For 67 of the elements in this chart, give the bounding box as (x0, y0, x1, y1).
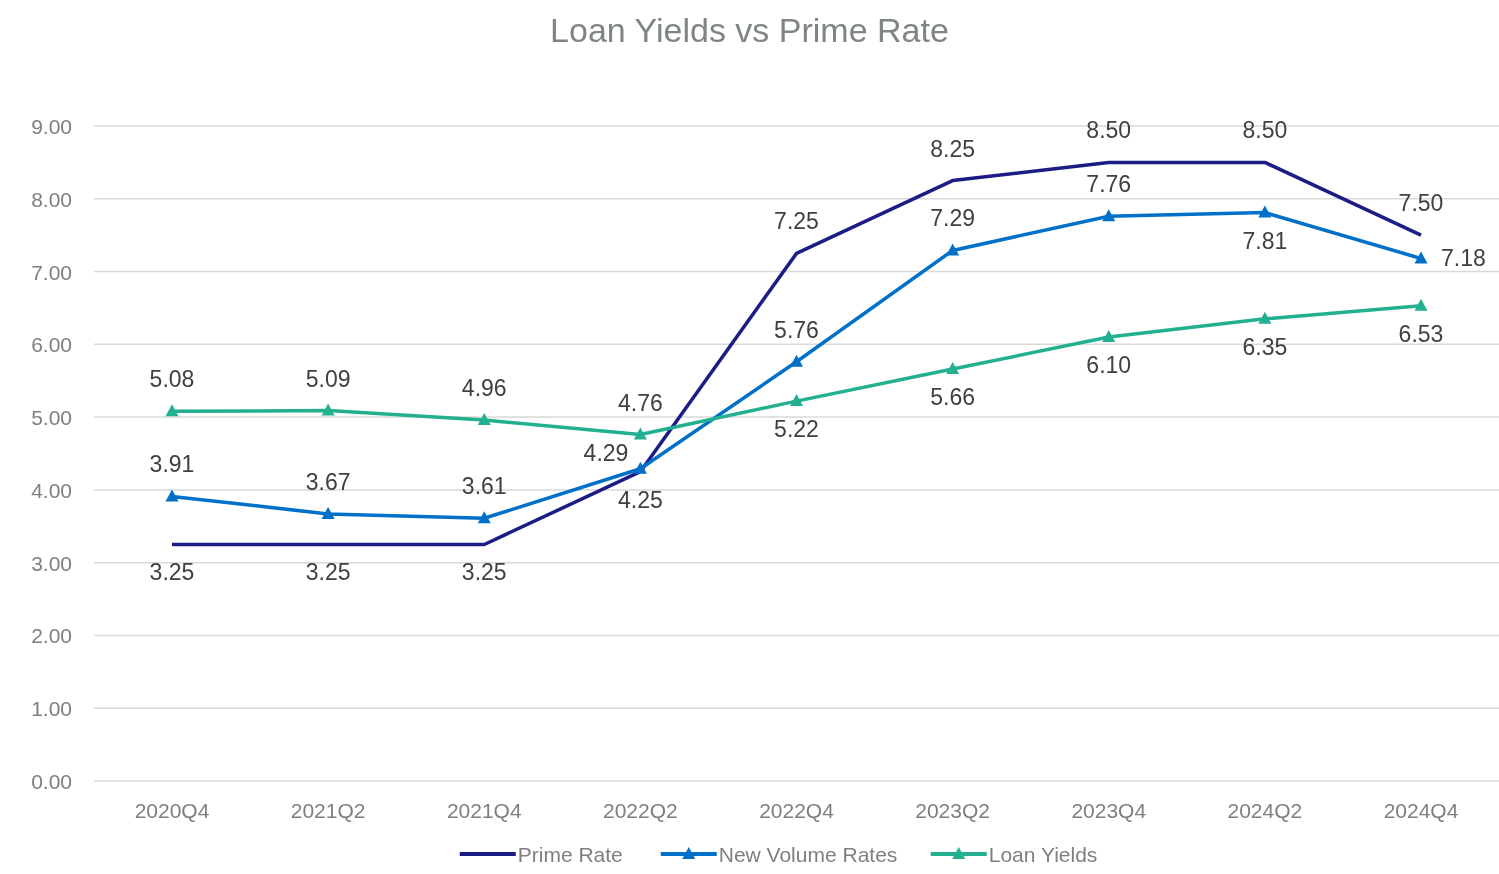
data-label: 7.50 (1398, 190, 1444, 217)
point (477, 413, 491, 426)
data-label: 3.91 (149, 451, 195, 478)
x-tick-label: 2023Q4 (1071, 799, 1147, 822)
data-label: 4.76 (617, 389, 663, 416)
x-tick-label: 2022Q4 (759, 799, 835, 822)
data-label: 3.25 (305, 559, 351, 586)
y-tick-label: 0.00 (31, 770, 72, 793)
data-label: 6.35 (1242, 333, 1288, 360)
y-tick-label: 3.00 (31, 551, 72, 575)
data-label: 7.76 (1086, 171, 1132, 198)
x-tick-label: 2024Q4 (1383, 799, 1459, 822)
point (790, 394, 803, 407)
point (477, 511, 491, 524)
point (1258, 205, 1272, 218)
data-label: 3.61 (461, 473, 507, 500)
legend-label: Prime Rate (517, 843, 623, 866)
chart-title: Loan Yields vs Prime Rate (550, 11, 949, 49)
point (633, 427, 647, 440)
y-tick-label: 7.00 (31, 260, 72, 284)
data-label: 5.22 (774, 416, 819, 443)
data-label: 4.29 (583, 439, 629, 466)
point (165, 489, 179, 502)
x-tick-label: 2021Q2 (290, 799, 366, 822)
point (1414, 251, 1428, 264)
y-tick-label: 1.00 (31, 697, 72, 721)
legend-label: Loan Yields (988, 843, 1098, 866)
point (946, 243, 960, 256)
data-label: 7.29 (930, 205, 976, 232)
data-label: 4.25 (617, 486, 663, 513)
x-tick-label: 2020Q4 (134, 799, 210, 822)
point (165, 404, 179, 417)
x-tick-label: 2021Q4 (446, 799, 522, 822)
legend-label: New Volume Rates (718, 843, 898, 866)
data-label: 7.18 (1441, 245, 1486, 272)
data-label: 3.67 (305, 468, 351, 495)
data-label: 5.76 (774, 316, 819, 343)
data-label: 6.53 (1398, 320, 1444, 347)
data-label: 8.50 (1086, 117, 1132, 144)
point (1102, 330, 1116, 343)
x-tick-label: 2023Q2 (915, 799, 990, 822)
data-label: 3.25 (461, 559, 507, 586)
data-label: 5.66 (930, 384, 976, 411)
data-label: 5.08 (149, 366, 195, 393)
y-tick-label: 4.00 (31, 478, 72, 502)
data-label: 7.81 (1242, 227, 1288, 254)
point (1102, 209, 1116, 222)
data-label: 6.10 (1086, 352, 1132, 379)
data-label: 4.96 (461, 375, 507, 402)
y-tick-label: 9.00 (31, 115, 72, 138)
data-label: 7.25 (774, 208, 819, 235)
y-tick-label: 2.00 (31, 624, 72, 648)
point (1414, 298, 1428, 311)
point (1258, 311, 1272, 324)
data-label: 5.09 (305, 365, 351, 392)
y-tick-label: 6.00 (31, 333, 72, 357)
point (321, 403, 335, 416)
y-tick-label: 8.00 (31, 187, 72, 211)
data-label: 8.50 (1242, 117, 1288, 144)
point (633, 461, 647, 474)
x-tick-label: 2022Q2 (603, 799, 678, 822)
data-label: 8.25 (930, 135, 976, 162)
point (946, 362, 960, 375)
y-tick-label: 5.00 (31, 406, 72, 430)
data-label: 3.25 (149, 559, 195, 586)
x-tick-label: 2024Q2 (1227, 799, 1303, 822)
point (321, 506, 335, 519)
